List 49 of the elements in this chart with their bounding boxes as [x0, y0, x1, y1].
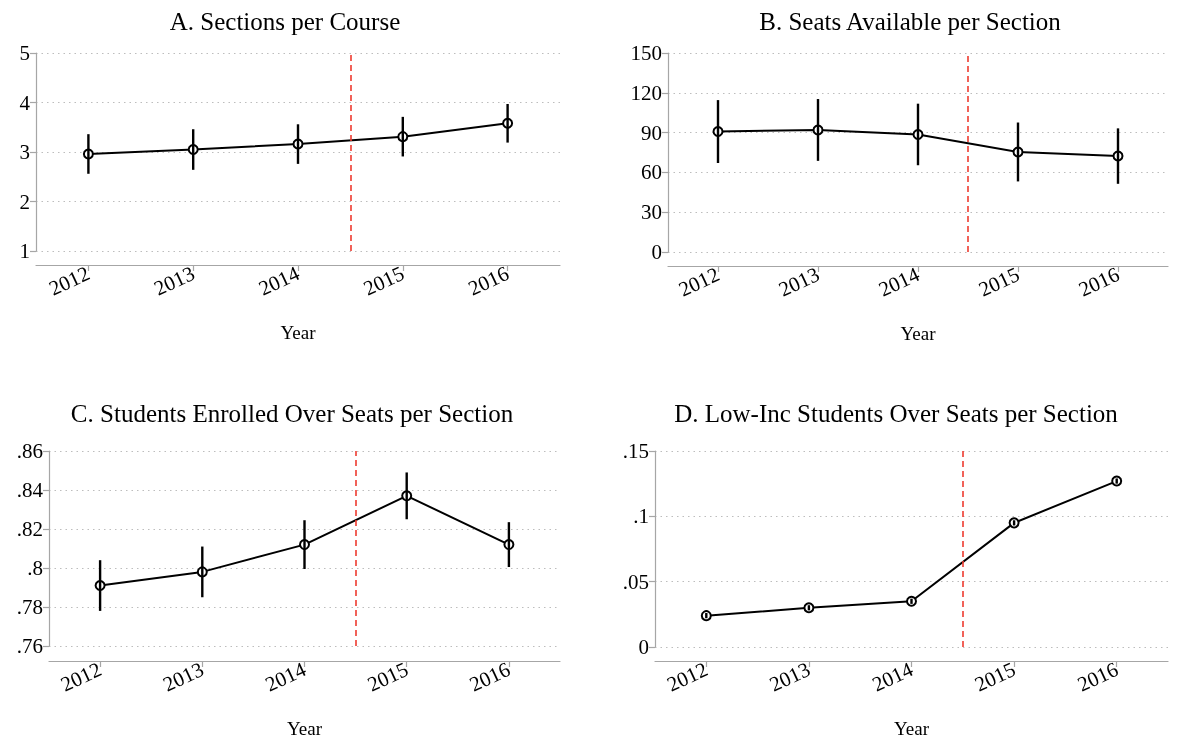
- x-tick-label: 2013: [774, 262, 824, 302]
- y-tick-label: 150: [630, 41, 662, 65]
- x-tick-label: 2014: [254, 260, 304, 301]
- y-tick-label: .86: [16, 439, 43, 463]
- y-tick-label: .15: [622, 439, 649, 463]
- y-tick-label: 2: [19, 189, 30, 214]
- y-tick-label: 30: [641, 200, 662, 225]
- chart-title: C. Students Enrolled Over Seats per Section: [70, 400, 514, 427]
- x-tick-label: 2013: [159, 657, 208, 697]
- x-tick-label: 2016: [1073, 657, 1122, 697]
- x-tick-label: 2016: [1074, 262, 1124, 302]
- y-tick-label: .76: [16, 634, 43, 658]
- y-tick-label: 4: [19, 90, 31, 115]
- x-tick-label: 2012: [45, 261, 94, 301]
- x-tick-label: 2012: [674, 262, 724, 302]
- x-tick-label: 2013: [765, 657, 814, 697]
- x-tick-label: 2015: [359, 261, 408, 301]
- y-tick-label: 60: [641, 160, 662, 185]
- x-tick-label: 2014: [874, 261, 924, 302]
- y-tick-label: 120: [630, 80, 662, 105]
- x-tick-label: 2015: [974, 262, 1024, 302]
- y-tick-label: .05: [622, 569, 649, 594]
- x-axis-title: Year: [900, 323, 937, 344]
- chart-title: A. Sections per Course: [169, 8, 401, 35]
- x-tick-label: 2014: [868, 656, 918, 697]
- x-tick-label: 2013: [150, 261, 199, 301]
- x-axis-title: Year: [280, 322, 317, 343]
- x-tick-label: 2016: [465, 657, 514, 697]
- y-tick-label: .8: [27, 556, 43, 580]
- y-tick-label: 0: [638, 635, 649, 659]
- x-axis-title: Year: [893, 718, 930, 739]
- y-tick-label: 5: [19, 41, 30, 65]
- x-tick-label: 2016: [464, 261, 513, 301]
- y-tick-label: .78: [16, 595, 43, 619]
- y-tick-label: 90: [641, 120, 662, 145]
- y-tick-label: 3: [19, 140, 30, 164]
- x-tick-label: 2014: [261, 656, 311, 697]
- x-tick-label: 2012: [663, 657, 712, 697]
- x-tick-label: 2015: [363, 657, 412, 697]
- x-axis-title: Year: [286, 718, 323, 739]
- chart-title: D. Low-Inc Students Over Seats per Section: [674, 400, 1119, 427]
- y-tick-label: 0: [651, 240, 662, 264]
- x-tick-label: 2015: [971, 657, 1020, 697]
- y-tick-label: .84: [16, 478, 44, 502]
- chart-title: B. Seats Available per Section: [759, 8, 1062, 35]
- y-tick-label: 1: [19, 239, 30, 263]
- y-tick-label: .1: [633, 504, 649, 529]
- y-tick-label: .82: [16, 517, 43, 541]
- x-tick-label: 2012: [57, 657, 106, 697]
